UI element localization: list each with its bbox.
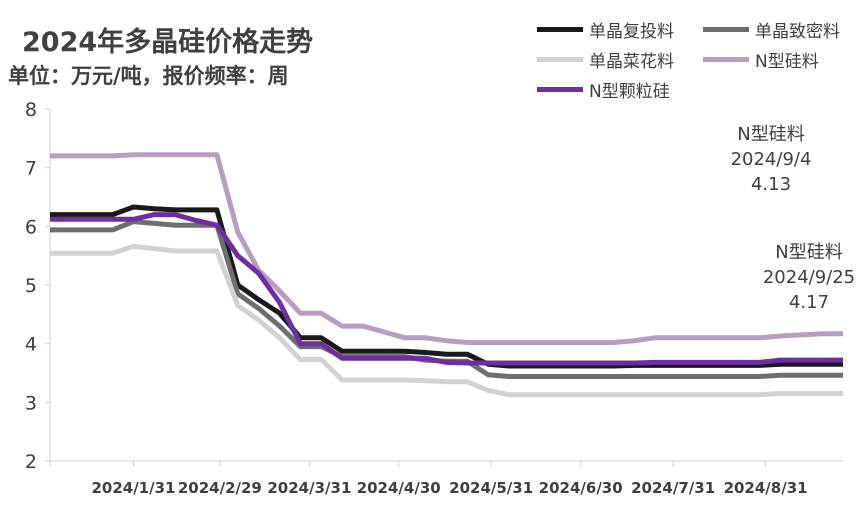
annotation-label: N型硅料: [775, 242, 842, 263]
legend-label: N型颗粒硅: [589, 81, 670, 102]
series-line: [50, 212, 843, 366]
x-tick-label: 2024/8/31: [724, 479, 808, 497]
x-tick-label: 2024/5/31: [449, 479, 533, 497]
annotation-label: 4.13: [751, 174, 791, 195]
y-tick-label: 7: [25, 158, 37, 180]
legend-swatch: [703, 56, 749, 62]
y-tick-label: 8: [25, 99, 37, 121]
y-tick-label: 4: [25, 334, 37, 356]
legend-label: 单晶菜花料: [589, 51, 674, 72]
x-tick-label: 2024/6/30: [539, 479, 623, 497]
annotation-label: 2024/9/25: [763, 267, 855, 288]
chart-subtitle: 单位：万元/吨，报价频率：周: [8, 64, 289, 88]
annotation-label: 4.17: [789, 292, 829, 313]
series-line: [50, 204, 843, 369]
x-tick-label: 2024/1/31: [91, 479, 175, 497]
x-tick-label: 2024/2/29: [178, 479, 262, 497]
x-tick-label: 2024/7/31: [631, 479, 715, 497]
legend-item: 单晶复投料: [537, 16, 674, 42]
legend-swatch: [537, 26, 583, 32]
legend-swatch: [703, 26, 749, 32]
series-line: [50, 152, 843, 345]
legend-label: N型硅料: [755, 51, 819, 72]
x-tick-label: 2024/3/31: [267, 479, 351, 497]
series-line: [50, 243, 843, 398]
y-tick-label: 2: [25, 451, 37, 473]
legend-item: N型颗粒硅: [537, 76, 670, 102]
legend-item: 单晶菜花料: [537, 46, 674, 72]
y-tick-label: 5: [25, 275, 37, 297]
annotation-label: N型硅料: [737, 124, 804, 145]
legend-item: 单晶致密料: [703, 16, 840, 42]
legend-swatch: [537, 56, 583, 62]
legend-label: 单晶复投料: [589, 21, 674, 42]
legend-item: N型硅料: [703, 46, 819, 72]
chart-title: 2024年多晶硅价格走势: [22, 27, 314, 58]
y-tick-label: 3: [25, 392, 37, 414]
legend-label: 单晶致密料: [755, 21, 840, 42]
y-tick-label: 6: [25, 216, 37, 238]
x-tick-label: 2024/4/30: [357, 479, 441, 497]
legend-swatch: [537, 86, 583, 92]
annotation-label: 2024/9/4: [731, 149, 812, 170]
